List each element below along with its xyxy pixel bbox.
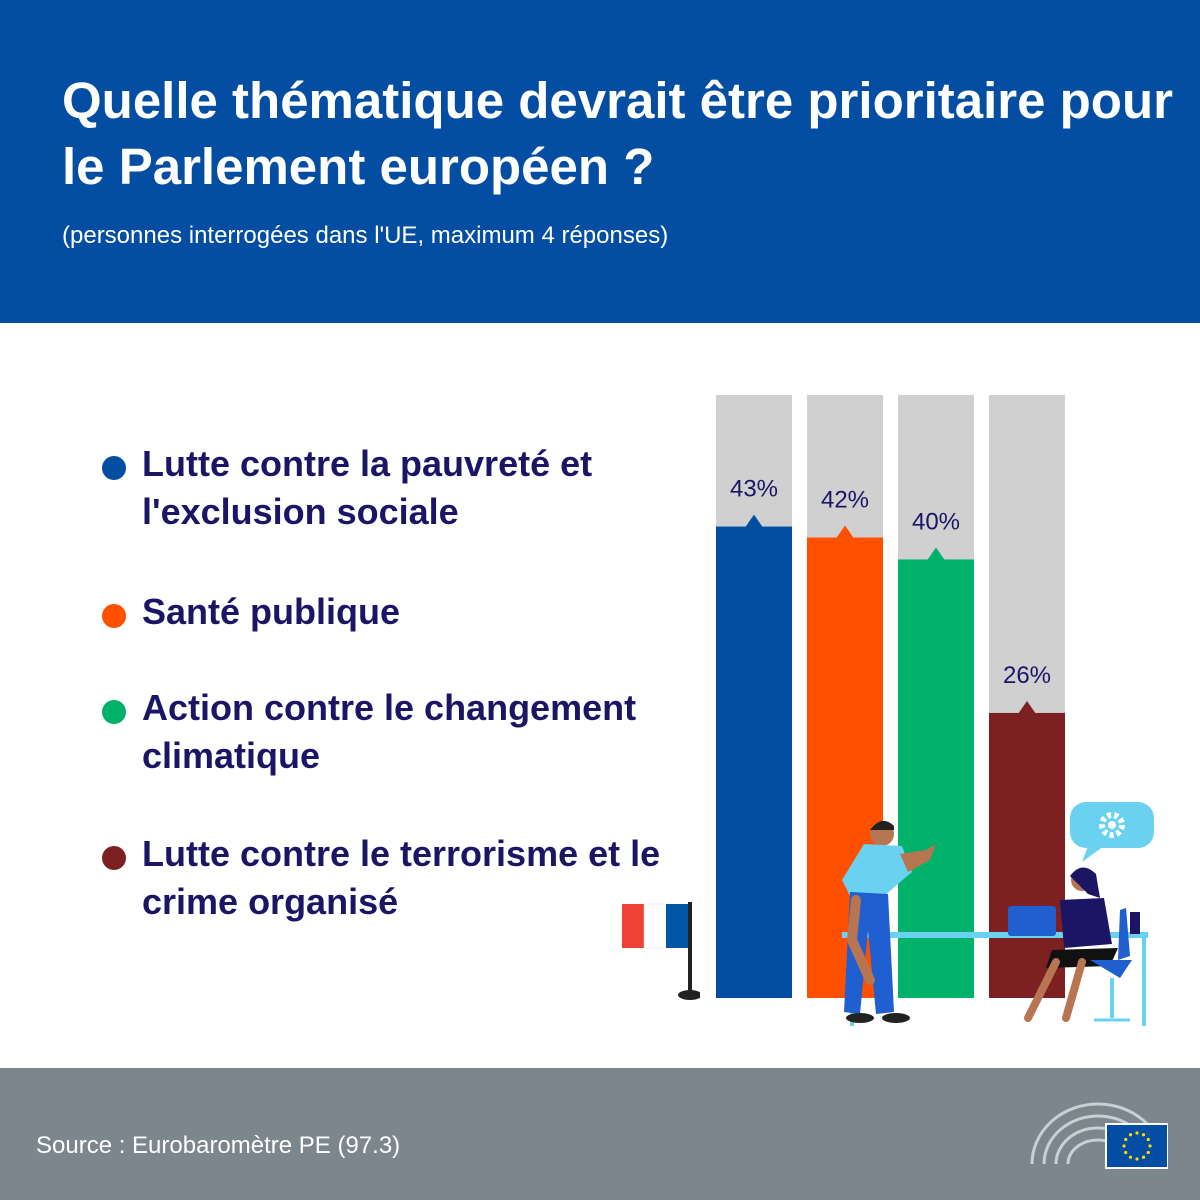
bar-pointer: [927, 547, 945, 561]
bar-chart: 43% 42% 40% 26%: [716, 395, 1065, 998]
office-people-illustration: [842, 802, 1154, 1026]
legend-item-terrorism: Lutte contre le terrorisme et le crime o…: [96, 830, 660, 926]
bar-pointer: [745, 514, 763, 528]
legend-label: Santé publique: [142, 591, 401, 632]
bar-value-label: 26%: [1003, 662, 1051, 689]
legend-dot-icon: [102, 456, 126, 480]
bar-value-label: 42%: [821, 487, 869, 514]
legend-dot-icon: [102, 700, 126, 724]
legend-item-poverty: Lutte contre la pauvreté et l'exclusion …: [96, 440, 656, 536]
page-title: Quelle thématique devrait être prioritai…: [62, 72, 1173, 195]
bar-value-label: 43%: [730, 476, 778, 503]
bar-pointer: [1018, 700, 1036, 714]
bar-value-label: 40%: [912, 508, 960, 535]
eu-flag-icon: [1105, 1123, 1168, 1169]
legend-label: Lutte contre le terrorisme et le crime o…: [142, 833, 661, 922]
legend-label: Action contre le changement climatique: [142, 687, 637, 776]
legend-label: Lutte contre la pauvreté et l'exclusion …: [142, 443, 593, 532]
bar: [716, 526, 792, 998]
legend-item-health: Santé publique: [96, 588, 656, 636]
gear-speech-bubble-icon: [1070, 802, 1154, 862]
footer-band: [0, 1068, 1200, 1200]
legend-dot-icon: [102, 846, 126, 870]
header-band: Quelle thématique devrait être prioritai…: [0, 0, 1200, 323]
bar-pointer: [836, 525, 854, 539]
france-flag-icon: [622, 902, 700, 1000]
source-note: Source : Eurobaromètre PE (97.3): [36, 1132, 401, 1159]
legend-dot-icon: [102, 604, 126, 628]
legend-item-climate: Action contre le changement climatique: [96, 684, 656, 780]
hemicycle-logo: [1030, 1102, 1168, 1169]
page-subtitle: (personnes interrogées dans l'UE, maximu…: [62, 222, 669, 249]
bar: [898, 559, 974, 998]
